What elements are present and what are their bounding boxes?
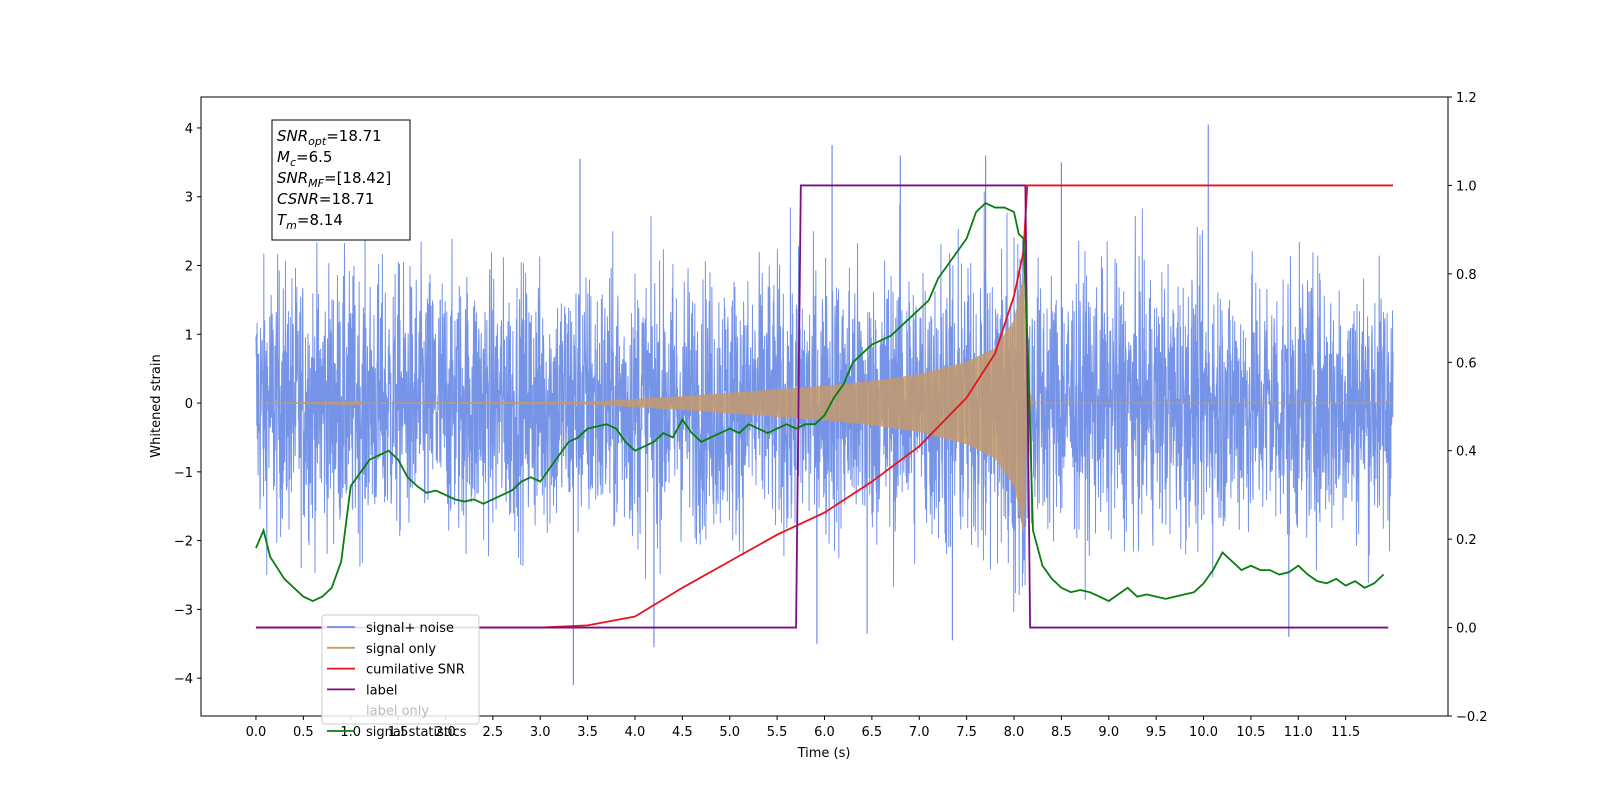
x-tick-label: 7.0	[909, 725, 930, 740]
info-box: SNRopt=18.71Mc=6.5SNRMF=[18.42]CSNR=18.7…	[271, 119, 411, 241]
x-tick-label: 4.0	[625, 725, 646, 740]
legend-frame	[321, 614, 480, 725]
x-tick-label: 4.5	[672, 725, 693, 740]
y2-tick-label: 0.6	[1456, 356, 1477, 371]
info-line: Tm=8.14	[277, 211, 343, 232]
x-axis-label: Time (s)	[797, 746, 851, 761]
legend-label: cumilative SNR	[366, 663, 465, 678]
y2-tick-label: −0.2	[1456, 710, 1488, 725]
y2-tick-label: 0.4	[1456, 445, 1477, 460]
x-tick-label: 8.5	[1051, 725, 1072, 740]
y-tick-label: −4	[174, 672, 193, 687]
y-axis-left: −4 −3 −2 −1 0 1 2 3 4	[174, 122, 201, 687]
x-tick-label: 2.0	[435, 725, 456, 740]
info-line: SNRopt=18.71	[277, 127, 382, 148]
series-line-cumilative-snr	[255, 184, 1394, 629]
x-tick-label: 5.0	[719, 725, 740, 740]
x-tick-label: 6.0	[814, 725, 835, 740]
info-line: Mc=6.5	[277, 148, 332, 169]
y2-tick-label: 0.8	[1456, 268, 1477, 283]
y-axis-label: Whitened strain	[149, 354, 164, 457]
y-tick-label: 4	[185, 122, 193, 137]
x-tick-label: 8.0	[1004, 725, 1025, 740]
x-tick-label: 0.5	[293, 725, 314, 740]
info-line: CSNR=18.71	[277, 190, 374, 208]
x-tick-label: 6.5	[862, 725, 883, 740]
x-tick-label: 1.5	[388, 725, 409, 740]
legend-label: signal only	[366, 642, 436, 657]
x-tick-label: 5.5	[767, 725, 788, 740]
info-box-frame	[271, 119, 411, 241]
legend-label: label only	[366, 704, 429, 719]
y2-tick-label: 1.2	[1456, 91, 1477, 106]
x-tick-label: 9.5	[1146, 725, 1167, 740]
info-line: SNRMF=[18.42]	[277, 169, 391, 190]
x-tick-label: 2.5	[483, 725, 504, 740]
x-tick-label: 9.0	[1098, 725, 1119, 740]
series-line-label	[255, 184, 1389, 629]
x-tick-label: 1.0	[340, 725, 361, 740]
y-tick-label: 1	[185, 328, 193, 343]
series-layer	[255, 124, 1394, 686]
series-line-signal-statistics	[255, 202, 1385, 603]
y-tick-label: −2	[174, 535, 193, 550]
series-line-signal-noise	[255, 191, 1394, 613]
x-tick-label: 0.0	[246, 725, 267, 740]
y-tick-label: −1	[174, 466, 193, 481]
y-tick-label: 2	[185, 260, 193, 275]
x-tick-label: 7.5	[956, 725, 977, 740]
x-tick-label: 11.5	[1331, 725, 1360, 740]
legend: signal+ noise signal only cumilative SNR la…	[321, 614, 480, 740]
x-tick-label: 10.0	[1189, 725, 1218, 740]
x-tick-label: 11.0	[1284, 725, 1313, 740]
x-tick-label: 3.5	[577, 725, 598, 740]
series-line-signal-only	[255, 273, 1394, 534]
x-tick-label: 3.0	[530, 725, 551, 740]
legend-label: label	[366, 683, 397, 698]
x-tick-label: 10.5	[1236, 725, 1265, 740]
legend-label: signal+ noise	[366, 621, 454, 636]
y2-tick-label: 0.2	[1456, 533, 1477, 548]
y-axis-right: −0.2 0.0 0.2 0.4 0.6 0.8 1.0 1.2	[1448, 91, 1488, 725]
legend-label: signal statistics	[366, 725, 467, 740]
y-tick-label: 0	[185, 397, 193, 412]
y-tick-label: −3	[174, 603, 193, 618]
y2-tick-label: 0.0	[1456, 622, 1477, 637]
x-axis: 0.0 0.5 1.0 1.5 2.0 2.5 3.0 3.5 4.0 4.5 5.0 5.5 6.0 6…	[246, 716, 1360, 740]
y-tick-label: 3	[185, 191, 193, 206]
y2-tick-label: 1.0	[1456, 179, 1477, 194]
